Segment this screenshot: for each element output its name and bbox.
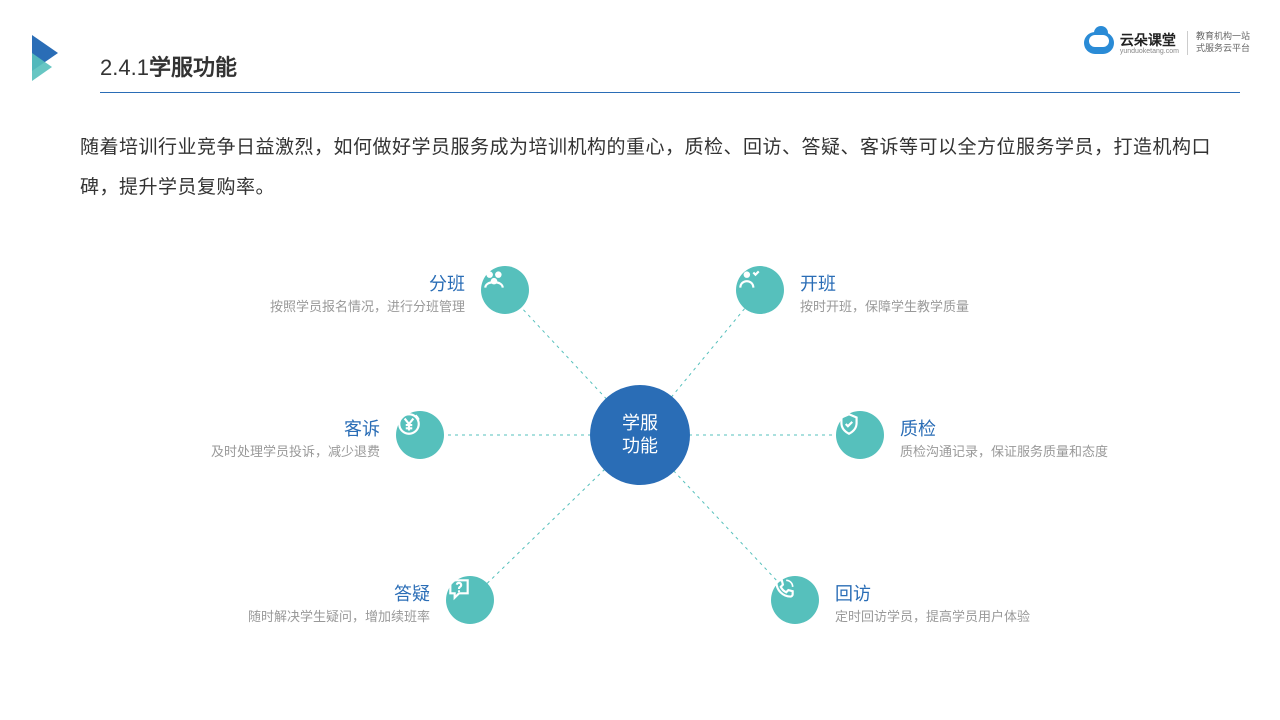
page-header: 2.4.1学服功能 [100,50,1240,93]
node-fenban [481,266,529,314]
brand-logo: 云朵课堂 yunduoketang.com 教育机构一站 式服务云平台 [1084,30,1250,55]
node-title-kesu: 客诉 [120,415,380,441]
section-number: 2.4.1 [100,55,149,80]
node-title-huifang: 回访 [835,580,871,606]
node-title-zhijian: 质检 [900,415,936,441]
description-text: 随着培训行业竞争日益激烈，如何做好学员服务成为培训机构的重心，质检、回访、答疑、… [80,128,1220,208]
brand-domain: yunduoketang.com [1120,48,1179,55]
cloud-icon [1084,32,1114,54]
page-title: 2.4.1学服功能 [100,50,1240,82]
node-title-dayi: 答疑 [170,580,430,606]
node-sub-zhijian: 质检沟通记录，保证服务质量和态度 [900,441,1108,460]
node-huifang [771,576,819,624]
node-sub-huifang: 定时回访学员，提高学员用户体验 [835,606,1030,625]
brand-tagline: 教育机构一站 式服务云平台 [1196,31,1250,54]
section-title: 学服功能 [149,55,237,80]
node-sub-dayi: 随时解决学生疑问，增加续班率 [170,606,430,625]
node-sub-fenban: 按照学员报名情况，进行分班管理 [205,296,465,315]
node-title-fenban: 分班 [205,270,465,296]
node-sub-kesu: 及时处理学员投诉，减少退费 [120,441,380,460]
spoke-diagram: 学服功能 分班按照学员报名情况，进行分班管理客诉及时处理学员投诉，减少退费答疑随时… [0,240,1280,680]
node-title-kaiban: 开班 [800,270,836,296]
title-rule [100,92,1240,93]
center-node: 学服功能 [590,385,690,485]
node-zhijian [836,411,884,459]
node-kesu [396,411,444,459]
node-sub-kaiban: 按时开班，保障学生教学质量 [800,296,969,315]
node-kaiban [736,266,784,314]
logo-separator [1187,31,1188,55]
node-dayi [446,576,494,624]
brand-name: 云朵课堂 [1120,30,1179,50]
